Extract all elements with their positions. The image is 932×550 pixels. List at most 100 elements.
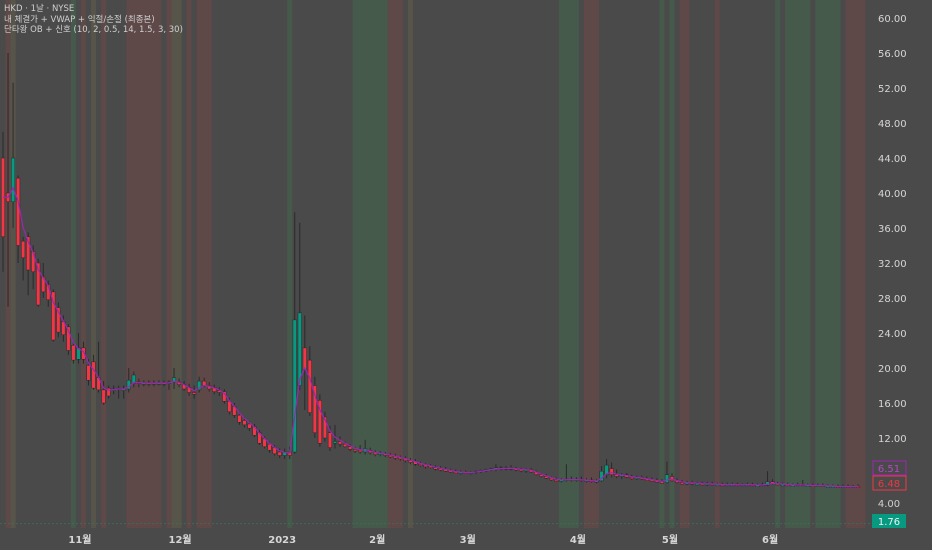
band-red [583, 0, 600, 528]
candle [609, 462, 614, 478]
x-tick-label: 11월 [68, 534, 91, 546]
band-red [387, 0, 403, 528]
candle-body [312, 385, 317, 433]
x-tick-label: 2월 [369, 534, 385, 546]
last-price-text: 6.48 [878, 479, 900, 490]
band-red [101, 0, 107, 528]
candle [493, 464, 498, 472]
y-tick-label: 32.00 [878, 259, 907, 270]
candle-body [277, 451, 282, 456]
band-red [80, 0, 86, 528]
candle-body [242, 420, 247, 426]
candle [579, 476, 584, 482]
candle-body [342, 443, 348, 447]
price-tags: 6.51 6.48 4.00 1.76 [872, 460, 907, 528]
candle-body [237, 415, 242, 423]
candle [171, 368, 177, 389]
candle-body [56, 307, 61, 333]
x-tick-label: 12월 [168, 534, 191, 546]
candle [619, 473, 624, 480]
candle [96, 341, 101, 393]
candle-body [418, 464, 423, 466]
candle [197, 376, 202, 393]
candle-body [337, 441, 343, 445]
y-tick-label: 44.00 [878, 154, 907, 165]
band-green [352, 0, 388, 528]
candle-body [453, 471, 458, 474]
symbol-title[interactable]: HKD · 1날 · NYSE [4, 4, 75, 14]
candle [317, 394, 322, 447]
x-tick-label: 2023 [268, 535, 296, 546]
candle [116, 385, 121, 399]
vwap-polyline [3, 186, 859, 488]
candle-body [664, 474, 670, 483]
indicator-ob-label[interactable]: 단타왕 OB + 신호 (10, 2, 0.5, 14, 1.5, 3, 30) [4, 25, 183, 35]
band-red [679, 0, 690, 528]
indicator-vwap-label[interactable]: 내 체결가 + VWAP + 익절/손절 (최종본) [4, 14, 155, 25]
band-green [815, 0, 841, 528]
x-tick-label: 3월 [460, 534, 476, 546]
band-red [166, 0, 172, 528]
y-tick-label: 20.00 [878, 364, 907, 375]
vwap-price-tag [872, 460, 907, 476]
price-axis[interactable]: 60.00 56.00 52.00 48.00 44.00 40.00 36.00 32.00… [878, 14, 907, 445]
band-yellow [407, 0, 413, 528]
candle-body [302, 347, 307, 370]
candle-body [171, 377, 177, 383]
time-axis[interactable]: 11월 12월 2023 2월 3월 4월 5월 6월 [68, 534, 778, 546]
candle [282, 448, 287, 459]
candle-body [609, 468, 614, 475]
candle-body [348, 446, 353, 450]
candle [91, 354, 96, 390]
band-green [659, 0, 665, 528]
candle [302, 315, 307, 410]
candle [222, 389, 227, 404]
candle [71, 341, 76, 364]
candle-body [680, 482, 685, 485]
band-green [785, 0, 811, 528]
candle-body [197, 380, 202, 391]
candle-body [66, 326, 71, 351]
band-red [714, 0, 720, 528]
candle [544, 473, 549, 480]
candle [106, 385, 111, 399]
y-tick-label: 40.00 [878, 189, 907, 200]
y-tick-label: 28.00 [878, 294, 907, 305]
candle [297, 222, 302, 390]
candle [36, 258, 41, 307]
band-green [558, 0, 579, 528]
chart-legend: HKD · 1날 · NYSE 내 체결가 + VWAP + 익절/손절 (최종… [4, 4, 183, 36]
candle [192, 385, 197, 399]
candle [51, 289, 56, 342]
y-tick-label: 16.00 [878, 399, 907, 410]
y-tick-label: 48.00 [878, 119, 907, 130]
candle-body [192, 392, 197, 395]
level-price-tag [872, 514, 906, 528]
candle [277, 448, 282, 459]
candle [131, 371, 136, 388]
candle-body [131, 374, 136, 384]
last-price-tag [872, 475, 907, 491]
candle [21, 236, 26, 281]
y-tick-label: 36.00 [878, 224, 907, 235]
candle-body [604, 464, 609, 475]
band-red [186, 0, 192, 528]
candle-body [297, 312, 302, 386]
candle-body [247, 423, 252, 429]
candle-body [71, 345, 76, 361]
y-tick-label: 52.00 [878, 84, 907, 95]
x-tick-label: 5월 [662, 534, 678, 546]
signal-bands [5, 0, 866, 528]
x-tick-label: 6월 [762, 534, 778, 546]
candle-body [91, 361, 96, 389]
candle [312, 376, 317, 438]
candle-body [36, 262, 41, 306]
candle-body [86, 365, 91, 381]
candle-body [353, 449, 358, 452]
y-tick-label: 12.00 [878, 434, 907, 445]
band-yellow [10, 0, 16, 528]
level-price-text: 1.76 [878, 517, 900, 528]
candle-body [332, 441, 338, 444]
candle [418, 461, 423, 467]
